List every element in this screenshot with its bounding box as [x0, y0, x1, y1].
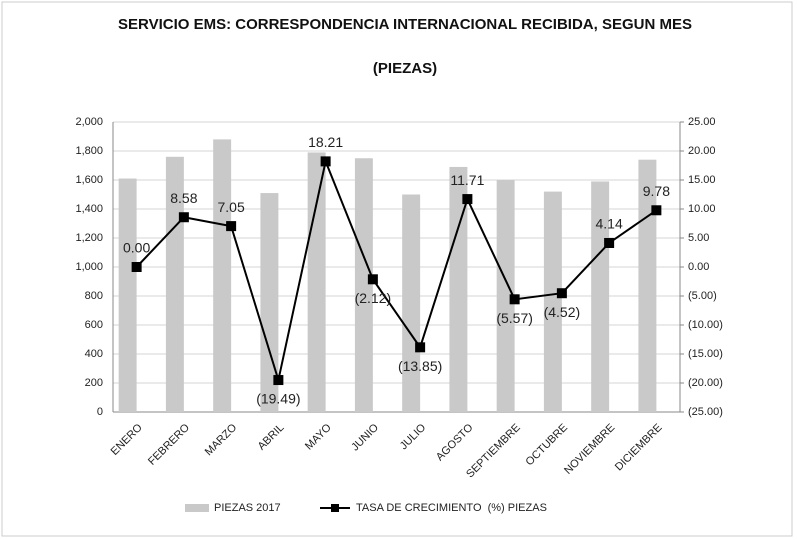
bar [638, 159, 657, 412]
bar [260, 193, 279, 412]
chart-subtitle: (PIEZAS) [372, 60, 438, 77]
legend-swatch [331, 504, 339, 512]
y2-tick-label: 5.00 [688, 232, 709, 244]
value-label: (5.57) [496, 310, 533, 326]
line-marker [273, 375, 284, 386]
value-label: 7.05 [218, 199, 245, 215]
y2-tick-label: (15.00) [688, 348, 723, 360]
line-marker [320, 156, 331, 167]
value-label: 4.14 [596, 216, 623, 232]
line-marker [131, 262, 142, 272]
value-label: (4.52) [544, 304, 581, 320]
y-tick-label: 0 [97, 406, 103, 418]
legend-label: TASA DE CRECIMIENTO (%) PIEZAS [356, 502, 547, 514]
y2-tick-label: 10.00 [688, 203, 716, 215]
bar [354, 158, 373, 412]
y-tick-label: 1,400 [75, 203, 103, 215]
bar [449, 166, 468, 412]
line-marker [178, 212, 189, 223]
line-marker [556, 288, 567, 299]
bar [213, 139, 232, 412]
y-tick-label: 2,000 [75, 116, 103, 128]
y2-tick-label: 0.00 [688, 261, 709, 273]
value-label: 18.21 [308, 134, 343, 150]
line-marker [367, 274, 378, 285]
line-marker [509, 294, 520, 305]
bar [496, 180, 515, 412]
y-tick-label: 1,600 [75, 174, 103, 186]
value-label: 8.58 [170, 190, 197, 206]
line-marker [651, 205, 662, 216]
y2-tick-label: 20.00 [688, 145, 716, 157]
y2-tick-label: 15.00 [688, 174, 716, 186]
y-tick-label: 1,800 [75, 145, 103, 157]
value-label: 9.78 [643, 183, 670, 199]
y-tick-label: 200 [85, 377, 103, 389]
y2-tick-label: (20.00) [688, 377, 723, 389]
y-tick-label: 400 [85, 348, 103, 360]
value-label: (2.12) [355, 290, 392, 306]
value-label: 11.71 [450, 172, 484, 188]
bar [118, 178, 137, 412]
line-marker [415, 342, 426, 353]
y2-tick-label: (5.00) [688, 290, 717, 302]
bar [307, 152, 326, 412]
y2-tick-label: (25.00) [688, 406, 723, 418]
line-marker [226, 221, 237, 232]
y-tick-label: 600 [85, 319, 103, 331]
chart-title: SERVICIO EMS: CORRESPONDENCIA INTERNACIO… [118, 16, 692, 33]
line-marker [462, 194, 473, 205]
value-label: 0.00 [123, 240, 150, 256]
line [135, 157, 657, 384]
line-marker [604, 237, 615, 248]
legend-swatch [185, 504, 209, 512]
value-label: (13.85) [398, 358, 442, 374]
legend-label: PIEZAS 2017 [214, 502, 281, 514]
bar [543, 191, 562, 412]
y-tick-label: 1,000 [75, 261, 103, 273]
y-tick-label: 1,200 [75, 232, 103, 244]
y2-tick-label: (10.00) [688, 319, 723, 331]
value-label: (19.49) [256, 391, 300, 407]
bar [402, 194, 421, 412]
y2-tick-label: 25.00 [688, 116, 716, 128]
y-tick-label: 800 [85, 290, 103, 302]
